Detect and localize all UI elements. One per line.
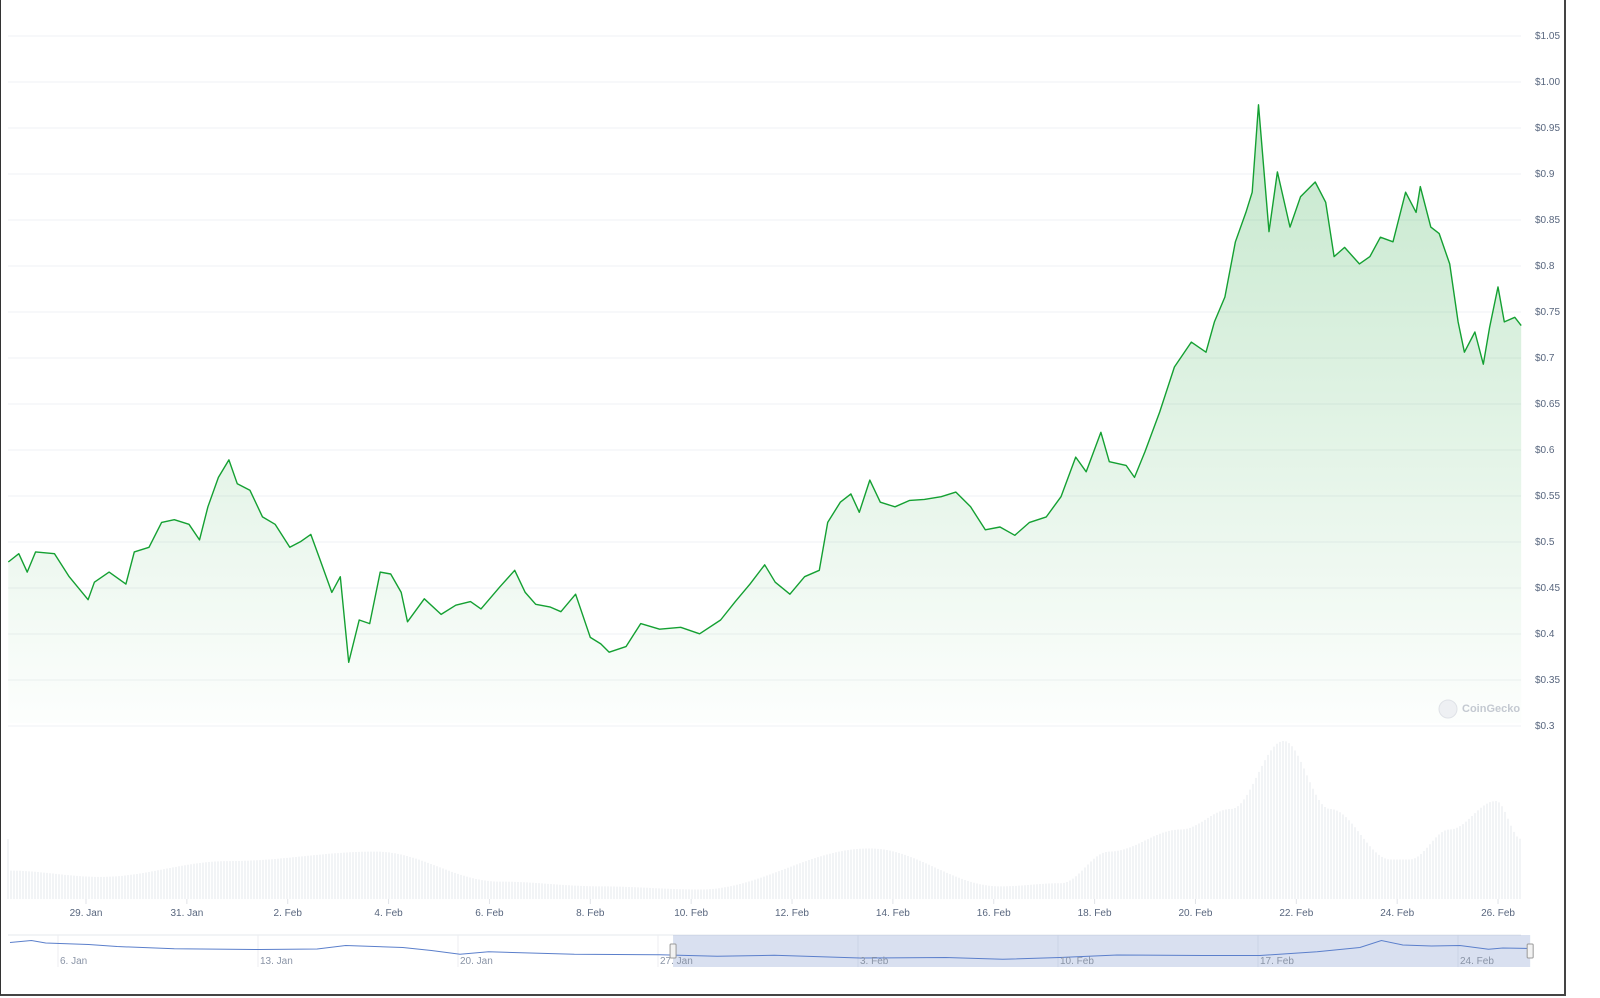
y-tick-label: $0.6 <box>1535 445 1555 456</box>
x-tick-label: 14. Feb <box>876 908 910 919</box>
x-axis: 29. Jan 31. Jan 2. Feb 4. Feb 6. Feb 8. Feb 10… <box>70 899 1515 919</box>
watermark-text: CoinGecko <box>1462 703 1520 715</box>
y-tick-label: $0.9 <box>1535 169 1555 180</box>
y-tick-label: $0.7 <box>1535 353 1555 364</box>
navigator-label: 3. Feb <box>860 956 889 967</box>
chart-frame <box>0 0 1566 996</box>
navigator-selection[interactable] <box>673 935 1531 967</box>
x-tick-label: 20. Feb <box>1178 908 1212 919</box>
y-tick-label: $1.00 <box>1535 77 1560 88</box>
y-tick-label: $0.85 <box>1535 215 1560 226</box>
navigator-label: 20. Jan <box>460 956 493 967</box>
x-tick-label: 22. Feb <box>1279 908 1313 919</box>
y-tick-label: $0.4 <box>1535 629 1555 640</box>
price-line <box>7 104 1522 663</box>
navigator-background <box>8 935 1521 967</box>
y-tick-label: $0.75 <box>1535 307 1560 318</box>
x-tick-label: 4. Feb <box>374 908 403 919</box>
navigator-label: 24. Feb <box>1460 956 1494 967</box>
x-tick-label: 2. Feb <box>274 908 303 919</box>
y-tick-label: $0.65 <box>1535 399 1560 410</box>
x-tick-label: 18. Feb <box>1078 908 1112 919</box>
navigator-line <box>9 939 1531 960</box>
x-tick-label: 16. Feb <box>977 908 1011 919</box>
y-tick-label: $0.95 <box>1535 123 1560 134</box>
navigator-label: 10. Feb <box>1060 956 1094 967</box>
navigator-label: 6. Jan <box>60 956 87 967</box>
navigator-labels: 6. Jan 13. Jan 20. Jan 27. Jan 3. Feb 10. Feb… <box>60 956 1494 967</box>
navigator-handle-right[interactable] <box>1526 943 1534 959</box>
y-tick-label: $0.3 <box>1535 721 1555 732</box>
x-tick-label: 6. Feb <box>475 908 504 919</box>
volume-bars <box>7 741 1521 899</box>
y-tick-label: $0.8 <box>1535 261 1555 272</box>
y-tick-label: $1.05 <box>1535 31 1560 42</box>
y-tick-label: $0.35 <box>1535 675 1560 686</box>
x-tick-label: 24. Feb <box>1380 908 1414 919</box>
x-tick-label: 8. Feb <box>576 908 605 919</box>
navigator-grid <box>57 935 1459 967</box>
y-tick-label: $0.5 <box>1535 537 1555 548</box>
x-tick-label: 12. Feb <box>775 908 809 919</box>
x-tick-label: 31. Jan <box>170 908 203 919</box>
x-tick-label: 26. Feb <box>1481 908 1515 919</box>
navigator-label: 13. Jan <box>260 956 293 967</box>
y-tick-label: $0.45 <box>1535 583 1560 594</box>
y-tick-label: $0.55 <box>1535 491 1560 502</box>
navigator[interactable]: 6. Jan 13. Jan 20. Jan 27. Jan 3. Feb 10. Feb… <box>8 934 1534 967</box>
coingecko-watermark: CoinGecko <box>1438 699 1520 719</box>
navigator-label: 17. Feb <box>1260 956 1294 967</box>
price-area <box>8 104 1522 724</box>
navigator-handle-left[interactable] <box>669 943 677 959</box>
x-tick-label: 10. Feb <box>674 908 708 919</box>
y-axis: $0.3 $0.35 $0.4 $0.45 $0.5 $0.55 $0.6 $0.65 $0.7… <box>1535 31 1560 732</box>
coingecko-logo-icon <box>1438 699 1458 719</box>
x-tick-label: 29. Jan <box>70 908 103 919</box>
navigator-label: 27. Jan <box>660 956 693 967</box>
